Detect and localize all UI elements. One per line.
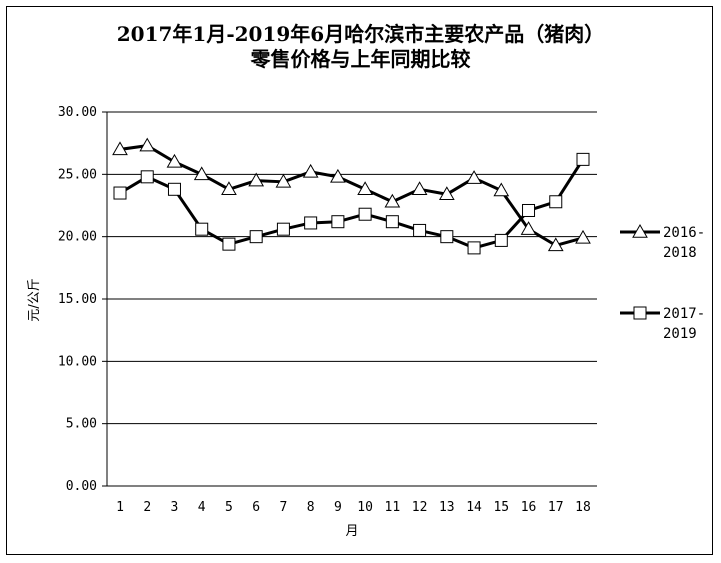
legend-label-line1: 2016- xyxy=(663,225,705,241)
data-point xyxy=(493,182,510,197)
data-point xyxy=(195,222,209,236)
legend-label-line2: 2018 xyxy=(663,245,697,261)
series-line xyxy=(119,144,584,247)
data-point xyxy=(275,173,292,188)
data-point xyxy=(112,141,128,156)
x-tick-label: 6 xyxy=(252,500,260,515)
legend-item-1: 2016- 2018 xyxy=(620,223,705,261)
data-point xyxy=(357,181,373,196)
x-tick-label: 17 xyxy=(548,500,564,515)
x-tick-label: 15 xyxy=(493,500,509,515)
data-point xyxy=(304,216,318,230)
x-tick-label: 18 xyxy=(575,500,591,515)
legend-label-line1: 2017- xyxy=(663,306,705,322)
x-tick-label: 5 xyxy=(225,500,233,515)
data-point xyxy=(248,172,265,187)
y-tick-label: 25.00 xyxy=(58,167,97,182)
data-point xyxy=(139,137,156,152)
chart-title-line1: 2017年1月-2019年6月哈尔滨市主要农产品（猪肉） xyxy=(116,22,605,46)
x-tick-labels: 1 2 3 4 5 6 7 8 9 10 11 12 13 14 15 16 17 18 xyxy=(116,500,591,515)
data-point xyxy=(249,230,263,244)
x-tick-label: 14 xyxy=(466,500,482,515)
x-tick-label: 4 xyxy=(198,500,206,515)
gridlines xyxy=(102,111,597,487)
data-point xyxy=(411,181,428,196)
y-tick-label: 0.00 xyxy=(66,479,97,494)
legend-marker xyxy=(633,306,647,320)
legend-item-2: 2017- 2019 xyxy=(620,306,705,342)
x-tick-label: 1 xyxy=(116,500,124,515)
data-point xyxy=(221,181,237,196)
data-point xyxy=(466,170,482,184)
data-point xyxy=(576,152,590,166)
y-tick-labels: 0.00 5.00 10.00 15.00 20.00 25.00 30.00 xyxy=(58,105,97,494)
x-tick-label: 12 xyxy=(412,500,428,515)
series-2 xyxy=(113,152,590,255)
legend: 2016- 2018 2017- 2019 xyxy=(620,223,705,342)
data-point xyxy=(413,223,427,237)
data-point xyxy=(520,221,537,235)
data-point xyxy=(166,153,183,168)
y-tick-label: 5.00 xyxy=(66,417,97,432)
x-tick-label: 16 xyxy=(521,500,537,515)
data-point xyxy=(467,241,481,255)
data-point xyxy=(440,230,454,244)
series-line xyxy=(119,158,585,250)
data-point xyxy=(140,170,154,184)
data-point xyxy=(547,237,564,252)
data-point xyxy=(167,182,181,196)
data-point xyxy=(522,203,536,217)
x-tick-label: 13 xyxy=(439,500,455,515)
data-point xyxy=(384,193,401,208)
series-1 xyxy=(112,137,591,252)
x-tick-label: 9 xyxy=(334,500,342,515)
x-tick-label: 11 xyxy=(385,500,401,515)
data-point xyxy=(438,186,455,201)
x-tick-label: 7 xyxy=(279,500,287,515)
x-tick-label: 3 xyxy=(171,500,179,515)
series-group xyxy=(112,137,591,255)
y-tick-label: 30.00 xyxy=(58,105,97,120)
data-point xyxy=(358,207,372,221)
y-tick-label: 10.00 xyxy=(58,354,97,369)
legend-label-line2: 2019 xyxy=(663,326,697,342)
data-point xyxy=(193,166,210,181)
data-point xyxy=(302,163,319,178)
data-point xyxy=(331,215,345,229)
x-tick-label: 10 xyxy=(357,500,373,515)
y-tick-label: 15.00 xyxy=(58,292,97,307)
y-tick-label: 20.00 xyxy=(58,230,97,245)
legend-marker xyxy=(632,223,648,238)
data-point xyxy=(575,229,591,244)
data-point xyxy=(494,233,508,247)
chart-title-line2: 零售价格与上年同期比较 xyxy=(250,47,471,71)
x-tick-label: 2 xyxy=(143,500,151,515)
y-axis-label: 元/公斤 xyxy=(27,278,42,321)
data-point xyxy=(276,222,290,236)
axes xyxy=(106,112,597,487)
chart-frame xyxy=(6,6,713,555)
data-point xyxy=(549,195,563,209)
data-point xyxy=(222,237,236,251)
x-axis-label: 月 xyxy=(345,524,358,539)
data-point xyxy=(385,215,399,229)
data-point xyxy=(330,168,346,183)
data-point xyxy=(113,186,127,200)
x-tick-label: 8 xyxy=(307,500,315,515)
